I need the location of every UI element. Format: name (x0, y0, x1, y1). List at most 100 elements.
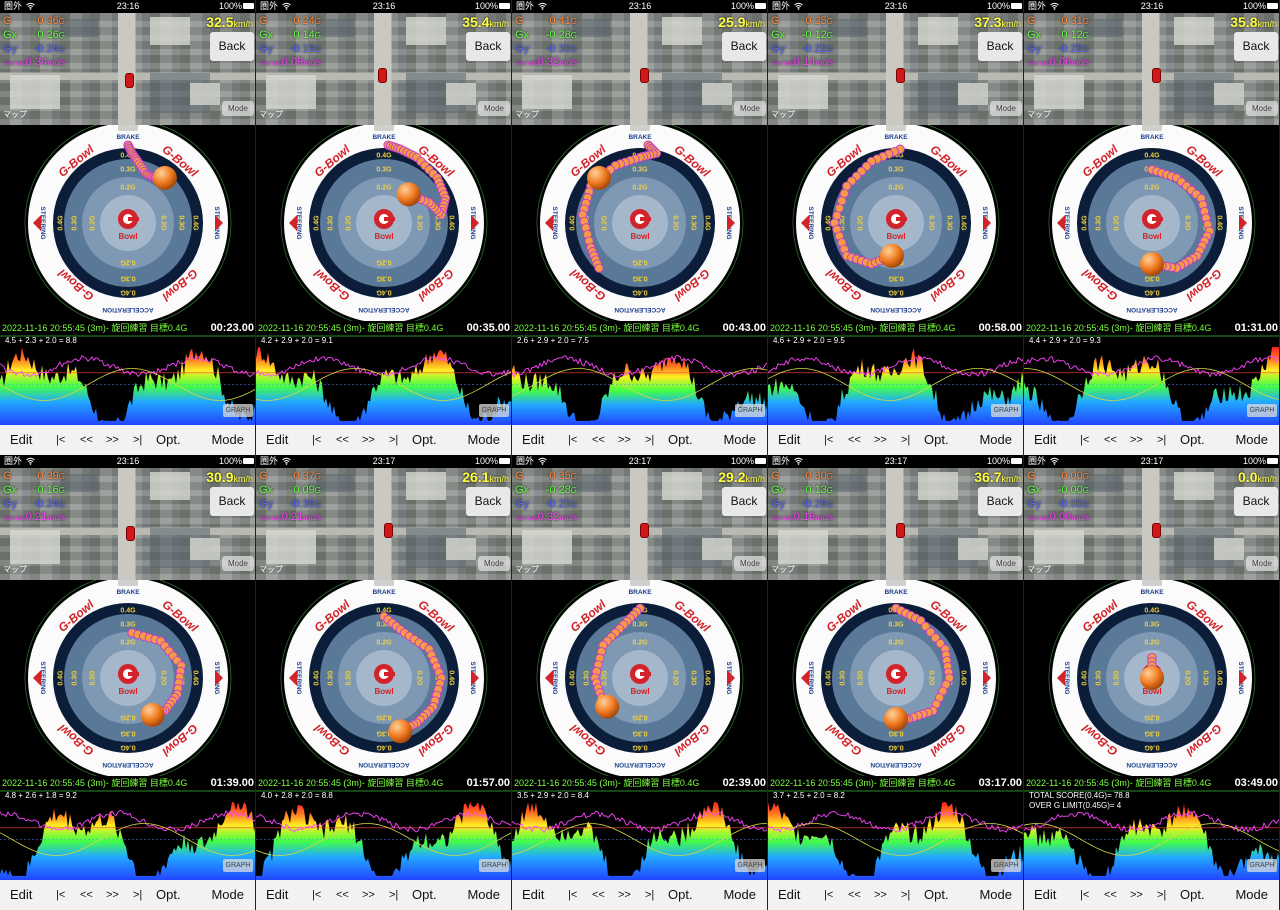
g-bowl-view[interactable]: BRAKEACCELERATIONSTEERINGSTEERINGG-BowlG… (512, 580, 767, 776)
next-button[interactable]: >> (874, 889, 887, 901)
edit-button[interactable]: Edit (1034, 887, 1057, 902)
next-button[interactable]: >> (1130, 434, 1143, 446)
back-button[interactable]: Back (722, 487, 766, 516)
options-button[interactable]: Opt. (1180, 887, 1205, 902)
prev-button[interactable]: << (592, 889, 605, 901)
satellite-map[interactable]: G 0.25G Gx -0.12G Gy -0.22G Yaw rate -0.14ra… (768, 13, 1023, 125)
next-button[interactable]: >> (362, 889, 375, 901)
prev-button[interactable]: << (336, 889, 349, 901)
g-bowl-view[interactable]: BRAKEACCELERATIONSTEERINGSTEERINGG-BowlG… (256, 125, 511, 321)
prev-button[interactable]: << (336, 434, 349, 446)
options-button[interactable]: Opt. (156, 887, 181, 902)
satellite-map[interactable]: G 0.41G Gx -0.28G Gy -0.30G Yaw rate -0.32ra… (512, 13, 767, 125)
prev-button[interactable]: << (1104, 889, 1117, 901)
map-mode-button[interactable]: Mode (222, 101, 254, 116)
first-button[interactable]: |< (56, 889, 66, 901)
map-mode-button[interactable]: Mode (990, 556, 1022, 571)
satellite-map[interactable]: G 0.36G Gx 0.26G Gy -0.24G Yaw rate 0.34rad/… (0, 13, 255, 125)
graph-button[interactable]: GRAPH (991, 859, 1021, 872)
g-bowl-view[interactable]: BRAKEACCELERATIONSTEERINGSTEERINGG-BowlG… (0, 580, 255, 776)
last-button[interactable]: >| (389, 434, 399, 446)
first-button[interactable]: |< (56, 434, 66, 446)
next-button[interactable]: >> (618, 434, 631, 446)
satellite-map[interactable]: G 0.31G Gx 0.12G Gy -0.28G Yaw rate 0.06rad/… (1024, 13, 1279, 125)
back-button[interactable]: Back (210, 32, 254, 61)
last-button[interactable]: >| (133, 434, 143, 446)
satellite-map[interactable]: G 0.00G Gx -0.00G Gy -0.00G Yaw rate 0.00rad… (1024, 468, 1279, 580)
graph-button[interactable]: GRAPH (735, 404, 765, 417)
g-bowl-view[interactable]: BRAKEACCELERATIONSTEERINGSTEERINGG-BowlG… (1024, 125, 1279, 321)
next-button[interactable]: >> (874, 434, 887, 446)
last-button[interactable]: >| (133, 889, 143, 901)
g-history-graph[interactable]: GRAPH (512, 790, 767, 880)
options-button[interactable]: Opt. (1180, 432, 1205, 447)
options-button[interactable]: Opt. (668, 887, 693, 902)
first-button[interactable]: |< (568, 434, 578, 446)
satellite-map[interactable]: G 0.35G Gx -0.28G Gy -0.20G Yaw rate -0.32ra… (512, 468, 767, 580)
mode-button[interactable]: Mode (723, 887, 756, 902)
g-history-graph[interactable]: GRAPH (256, 790, 511, 880)
map-mode-button[interactable]: Mode (478, 101, 510, 116)
graph-button[interactable]: GRAPH (735, 859, 765, 872)
first-button[interactable]: |< (312, 889, 322, 901)
back-button[interactable]: Back (466, 32, 510, 61)
back-button[interactable]: Back (978, 32, 1022, 61)
edit-button[interactable]: Edit (1034, 432, 1057, 447)
graph-button[interactable]: GRAPH (223, 404, 253, 417)
edit-button[interactable]: Edit (522, 887, 545, 902)
edit-button[interactable]: Edit (522, 432, 545, 447)
back-button[interactable]: Back (1234, 487, 1278, 516)
map-mode-button[interactable]: Mode (990, 101, 1022, 116)
options-button[interactable]: Opt. (924, 887, 949, 902)
g-bowl-view[interactable]: BRAKEACCELERATIONSTEERINGSTEERINGG-BowlG… (256, 580, 511, 776)
g-bowl-view[interactable]: BRAKEACCELERATIONSTEERINGSTEERINGG-BowlG… (0, 125, 255, 321)
edit-button[interactable]: Edit (266, 887, 289, 902)
last-button[interactable]: >| (901, 889, 911, 901)
g-bowl-view[interactable]: BRAKEACCELERATIONSTEERINGSTEERINGG-BowlG… (768, 125, 1023, 321)
g-bowl-view[interactable]: BRAKEACCELERATIONSTEERINGSTEERINGG-BowlG… (1024, 580, 1279, 776)
satellite-map[interactable]: G 0.24G Gx 0.14G Gy -0.19G Yaw rate 0.09rad/… (256, 13, 511, 125)
prev-button[interactable]: << (592, 434, 605, 446)
last-button[interactable]: >| (901, 434, 911, 446)
prev-button[interactable]: << (80, 434, 93, 446)
g-history-graph[interactable]: GRAPH (1024, 790, 1279, 880)
next-button[interactable]: >> (106, 889, 119, 901)
satellite-map[interactable]: G 0.37G Gx 0.09G Gy -0.36G Yaw rate 0.21rad/… (256, 468, 511, 580)
mode-button[interactable]: Mode (1235, 887, 1268, 902)
last-button[interactable]: >| (389, 889, 399, 901)
map-mode-button[interactable]: Mode (1246, 101, 1278, 116)
mode-button[interactable]: Mode (467, 432, 500, 447)
edit-button[interactable]: Edit (778, 432, 801, 447)
map-mode-button[interactable]: Mode (734, 101, 766, 116)
g-history-graph[interactable]: GRAPH (256, 335, 511, 425)
prev-button[interactable]: << (80, 889, 93, 901)
first-button[interactable]: |< (1080, 889, 1090, 901)
last-button[interactable]: >| (645, 434, 655, 446)
edit-button[interactable]: Edit (778, 887, 801, 902)
g-history-graph[interactable]: GRAPH (0, 790, 255, 880)
g-history-graph[interactable]: GRAPH (0, 335, 255, 425)
last-button[interactable]: >| (1157, 889, 1167, 901)
graph-button[interactable]: GRAPH (1247, 859, 1277, 872)
next-button[interactable]: >> (106, 434, 119, 446)
g-history-graph[interactable]: GRAPH (512, 335, 767, 425)
edit-button[interactable]: Edit (10, 432, 33, 447)
map-mode-button[interactable]: Mode (222, 556, 254, 571)
mode-button[interactable]: Mode (723, 432, 756, 447)
g-history-graph[interactable]: GRAPH (1024, 335, 1279, 425)
back-button[interactable]: Back (978, 487, 1022, 516)
satellite-map[interactable]: G 0.29G Gx 0.16G Gy -0.24G Yaw rate 0.21rad/… (0, 468, 255, 580)
mode-button[interactable]: Mode (211, 432, 244, 447)
graph-button[interactable]: GRAPH (1247, 404, 1277, 417)
back-button[interactable]: Back (466, 487, 510, 516)
g-history-graph[interactable]: GRAPH (768, 335, 1023, 425)
graph-button[interactable]: GRAPH (479, 859, 509, 872)
first-button[interactable]: |< (312, 434, 322, 446)
options-button[interactable]: Opt. (668, 432, 693, 447)
first-button[interactable]: |< (1080, 434, 1090, 446)
edit-button[interactable]: Edit (10, 887, 33, 902)
graph-button[interactable]: GRAPH (991, 404, 1021, 417)
last-button[interactable]: >| (645, 889, 655, 901)
options-button[interactable]: Opt. (156, 432, 181, 447)
g-history-graph[interactable]: GRAPH (768, 790, 1023, 880)
